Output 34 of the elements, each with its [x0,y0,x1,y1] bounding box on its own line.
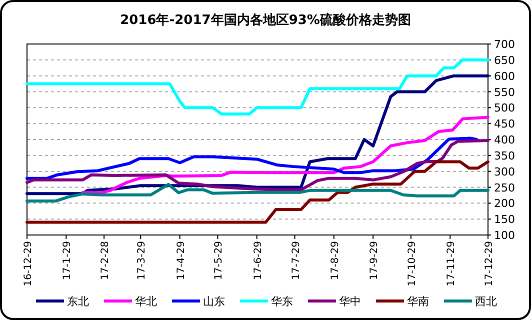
y-tick-label: 700 [494,38,515,51]
x-tick-label: 17-12-29 [484,241,495,286]
y-tick-label: 300 [494,165,515,178]
x-tick-label: 17-4-29 [176,241,187,280]
y-tick-label: 450 [494,118,515,131]
legend-label: 西北 [475,295,497,308]
y-tick-label: 600 [494,70,515,83]
legend-label: 华北 [135,295,157,308]
legend-label: 华中 [339,295,361,308]
x-tick-label: 17-5-29 [214,241,225,280]
x-tick-label: 16-12-29 [23,241,34,286]
y-tick-label: 150 [494,213,515,226]
x-tick-label: 17-3-29 [136,241,148,280]
y-tick-label: 500 [494,102,515,115]
y-tick-label: 550 [494,86,515,99]
y-tick-label: 350 [494,149,515,162]
y-tick-label: 250 [494,181,515,194]
x-tick-label: 17-6-29 [252,241,264,280]
x-tick-label: 17-2-28 [100,241,112,280]
y-tick-label: 200 [494,197,515,210]
legend-label: 华东 [271,295,293,308]
legend-label: 东北 [67,295,89,308]
x-tick-label: 17-10-29 [406,241,418,286]
x-tick-label: 17-8-29 [330,241,341,280]
x-tick-label: 17-7-29 [290,241,302,280]
x-tick-label: 17-1-29 [62,241,74,280]
x-tick-label: 17-11-29 [446,241,458,286]
y-tick-label: 100 [494,229,515,242]
legend-label: 山东 [203,295,225,308]
y-tick-label: 650 [494,54,515,67]
chart-title: 2016年-2017年国内各地区93%硫酸价格走势图 [120,12,411,28]
legend-label: 华南 [407,295,429,308]
y-tick-label: 400 [494,134,515,146]
x-tick-label: 17-9-29 [369,241,380,280]
